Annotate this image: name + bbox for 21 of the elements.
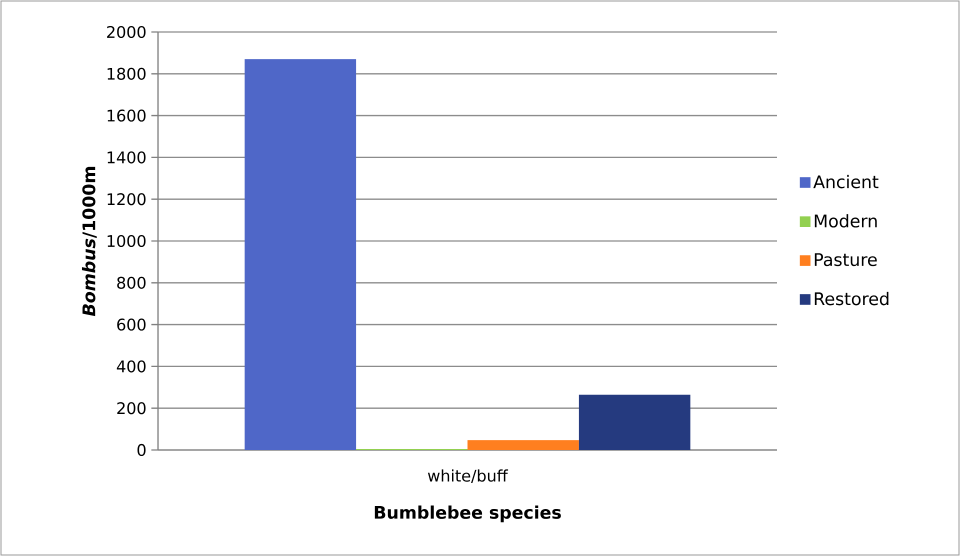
y-tick-label: 400 — [116, 360, 146, 372]
bar — [578, 394, 690, 450]
x-axis-title: Bumblebee species — [374, 505, 561, 522]
y-tick-label: 1600 — [108, 110, 146, 122]
y-tick-label: 1400 — [108, 151, 146, 164]
legend-label: Modern — [814, 214, 877, 228]
y-axis-title: Bombus/1000m — [82, 166, 97, 316]
bar — [244, 59, 356, 450]
legend-label: Restored — [814, 292, 888, 306]
legend-label: Pasture — [814, 253, 877, 266]
x-tick-label: white/buff — [428, 469, 508, 484]
y-tick-label: 1800 — [108, 68, 146, 80]
y-tick-label: 1200 — [108, 193, 146, 206]
y-tick-label: 800 — [117, 276, 146, 289]
y-tick-label: 1000 — [108, 234, 146, 248]
y-tick-label: 0 — [137, 444, 146, 456]
legend-label: Ancient — [813, 174, 878, 188]
y-tick-label: 600 — [117, 318, 146, 331]
bar — [468, 440, 579, 450]
y-tick-label: 200 — [117, 402, 146, 414]
y-tick-label: 2000 — [107, 26, 146, 38]
